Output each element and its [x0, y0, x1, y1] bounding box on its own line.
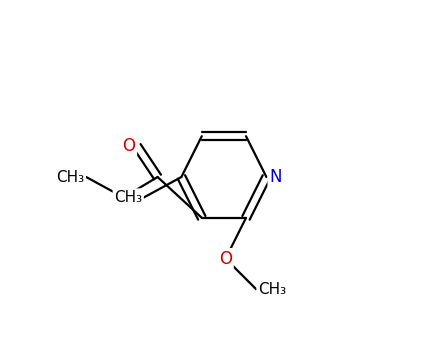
Text: CH₃: CH₃ — [258, 282, 286, 297]
Text: N: N — [269, 168, 282, 186]
Text: O: O — [219, 250, 232, 268]
Text: O: O — [123, 137, 136, 155]
Text: O: O — [117, 188, 130, 206]
Text: CH₃: CH₃ — [56, 170, 84, 184]
Text: CH₃: CH₃ — [114, 190, 142, 205]
